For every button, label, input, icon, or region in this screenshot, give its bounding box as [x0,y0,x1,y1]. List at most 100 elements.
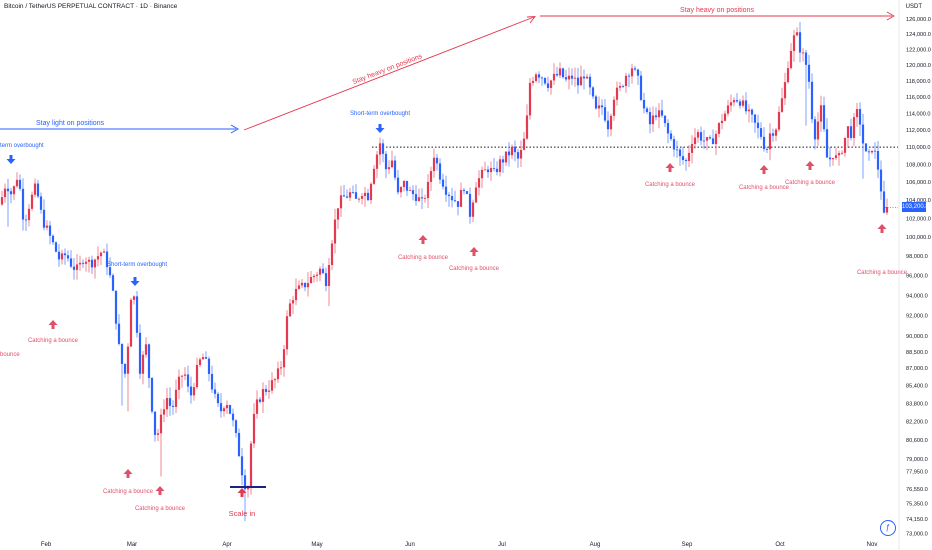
arrow-head-icon [526,15,536,24]
price-tick-label: 102,000.0 [906,216,931,222]
candle-up [819,105,823,122]
candle-up [159,414,163,434]
candle-up [792,35,796,51]
candle-up [162,409,166,415]
candle-down [351,192,355,193]
candle-up [177,376,181,390]
candle-down [435,157,439,164]
candle-down [642,99,646,109]
candle-up [198,359,202,366]
candle-down [753,114,757,123]
catching-bounce-label: Catching a bounce [103,489,154,495]
candle-up [615,87,619,100]
candle-up [201,357,205,360]
price-tick-label: 110,000.0 [906,145,930,151]
candle-down [591,87,595,97]
candle-down [849,126,853,139]
candle-down [621,86,625,87]
candle-up [270,380,274,391]
candle-down [861,124,865,144]
candle-down [105,251,109,268]
time-tick-label: Nov [867,542,878,548]
price-tick-label: 73,000.0 [906,532,928,538]
candle-down [807,64,811,82]
candle-down [867,151,871,153]
candle-down [39,196,43,210]
candle-down [381,143,385,154]
candle-up [99,252,103,257]
candle-up [192,387,196,396]
candle-up [579,76,583,86]
candle-up [885,207,889,213]
candle-up [291,300,295,304]
price-tick-label: 85,400.0 [906,384,928,390]
price-tick-label: 80,600.0 [906,438,928,444]
candle-up [306,283,310,288]
candle-up [852,117,856,139]
candle-up [336,208,340,220]
candle-up [282,349,286,368]
candle-up [834,155,838,158]
candle-down [81,262,85,264]
up-arrow-icon [759,165,769,174]
price-tick-label: 112,000.0 [906,128,930,134]
candle-up [222,408,226,412]
candle-down [204,357,208,359]
annotations-layer: Stay light on positions Stay heavy on pos… [0,7,908,518]
candle-down [603,107,607,121]
candle-down [138,332,142,374]
candle-up [459,189,463,207]
candle-up [531,80,535,83]
candle-up [300,282,304,286]
candle-up [375,154,379,169]
candle-down [699,132,703,141]
candle-up [471,202,475,217]
candle-up [519,149,523,159]
candle-down [588,76,592,88]
scale-in-label: Scale in [229,509,256,518]
candle-down [555,73,559,76]
candle-up [789,50,793,69]
candle-down [708,137,712,139]
candle-down [594,96,598,109]
candle-down [627,75,631,77]
price-tick-label: 94,000.0 [906,293,928,299]
catching-bounce-label: Catching a bounce [785,180,836,186]
candle-down [303,282,307,288]
candle-up [309,277,313,284]
candle-up [399,187,403,193]
candle-down [72,266,76,270]
candle-up [624,75,628,87]
candles-layer [0,21,889,522]
down-arrow-icon [375,124,385,133]
candle-up [165,398,169,410]
candle-down [771,133,775,136]
candle-up [387,167,391,170]
time-tick-label: Apr [222,542,231,548]
arrow-head-icon [886,11,895,21]
price-tick-label: 92,000.0 [906,314,928,320]
candle-up [630,68,634,77]
candle-up [726,105,730,114]
candle-down [228,405,232,414]
tradingview-logo-icon[interactable]: ƒ [880,520,896,536]
candle-down [345,196,349,198]
candle-up [144,344,148,355]
candle-down [111,275,115,291]
candle-up [846,126,850,138]
candle-down [711,138,715,145]
price-tick-label: 75,350.0 [906,502,928,508]
candle-up [552,73,556,81]
time-tick-label: Oct [775,542,785,548]
price-tick-label: 77,950.0 [906,470,928,476]
up-arrow-icon [237,488,247,497]
candle-down [51,235,55,243]
stay-heavy-diag-label: Stay heavy on positions [352,53,424,86]
overbought-label: Short-term overbought [107,262,167,268]
candle-down [90,259,94,268]
price-tick-label: 83,800.0 [906,402,928,408]
candle-down [663,115,667,124]
candle-up [528,82,532,116]
candle-up [525,115,529,139]
